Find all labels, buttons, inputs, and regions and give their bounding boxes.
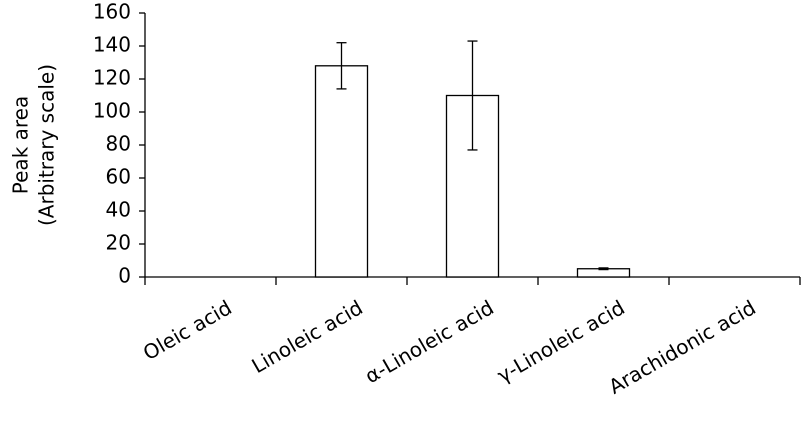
x-tick-label: α-Linoleic acid [361,295,498,388]
y-axis-title: Peak area [9,96,33,194]
y-tick-label: 40 [106,198,131,222]
x-tick-label: Arachidonic acid [604,295,759,398]
x-tick-label: Linoleic acid [247,295,366,378]
y-tick-label: 0 [118,264,131,288]
y-tick-label: 100 [93,99,131,123]
x-tick-label: Oleic acid [139,295,236,365]
bar [314,65,369,278]
y-tick-label: 120 [93,66,131,90]
y-tick-label: 140 [93,33,131,57]
y-axis-title: (Arbitrary scale) [35,64,59,226]
y-tick-label: 20 [106,231,131,255]
y-tick-label: 60 [106,165,131,189]
y-tick-label: 160 [93,0,131,24]
y-tick-label: 80 [106,132,131,156]
x-tick-label: γ-Linoleic acid [493,295,629,387]
